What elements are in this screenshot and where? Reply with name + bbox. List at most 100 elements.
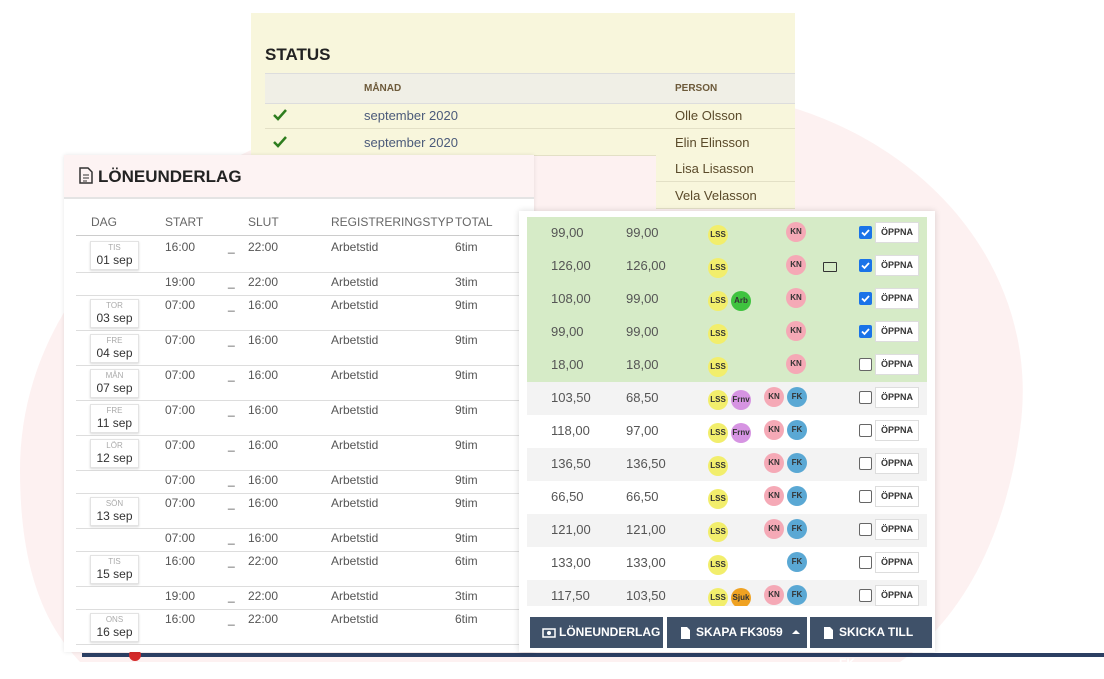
flag-chip: KN (786, 354, 806, 374)
amount: 66,50 (551, 489, 584, 504)
open-button[interactable]: ÖPPNA (875, 453, 919, 474)
weekday: TIS (108, 557, 121, 566)
start-time: 07:00 (165, 298, 196, 312)
amount: 118,00 (551, 423, 590, 438)
total: 3tim (455, 589, 478, 603)
day-badge: MÅN 07 sep (90, 369, 139, 398)
flag-chip: FK (787, 486, 807, 506)
open-button[interactable]: ÖPPNA (875, 552, 919, 573)
checkbox[interactable] (859, 490, 872, 503)
card-header: LÖNEUNDERLAG (64, 155, 534, 199)
person: Olle Olsson (675, 108, 743, 123)
check-icon (273, 136, 287, 148)
day-badge: FRE 04 sep (90, 334, 139, 363)
date: 15 sep (96, 567, 133, 581)
separator: _ (228, 496, 235, 510)
open-button[interactable]: ÖPPNA (875, 255, 919, 276)
registration-type: Arbetstid (331, 612, 379, 626)
checkbox[interactable] (859, 424, 872, 437)
button-label: LÖNEUNDERLAG (559, 625, 661, 639)
action-button[interactable]: SKICKA TILL FK (810, 617, 932, 670)
action-button[interactable]: LÖNEUNDERLAG (530, 617, 663, 648)
entry-row: 99,00 99,00 LSS KN ÖPPNA (527, 217, 927, 251)
entry-row: 117,50 103,50 LSS Sjuk KN FK ÖPPNA (527, 580, 927, 606)
checkbox[interactable] (859, 523, 872, 536)
start-time: 07:00 (165, 531, 196, 545)
checkbox[interactable] (859, 325, 872, 338)
flag-chip: KN (786, 255, 806, 275)
flag-chip: KN (786, 288, 806, 308)
open-button[interactable]: ÖPPNA (875, 321, 919, 342)
tag-chip: LSS (708, 225, 728, 245)
amount: 121,00 (626, 522, 666, 537)
status-title: STATUS (265, 45, 331, 64)
payroll-row: 07:00 _ 16:00 Arbetstid 9tim (76, 470, 534, 494)
start-time: 07:00 (165, 438, 196, 452)
total: 9tim (455, 333, 478, 347)
status-row: september 2020 Elin Elinsson (265, 129, 795, 156)
total: 6tim (455, 612, 478, 626)
flag-chip: KN (764, 519, 784, 539)
payroll-row: TOR 03 sep 07:00 _ 16:00 Arbetstid 9tim (76, 295, 534, 331)
registration-type: Arbetstid (331, 554, 379, 568)
separator: _ (228, 473, 235, 487)
person-row: Lisa Lisasson (656, 155, 795, 182)
tag-chip: LSS (708, 456, 728, 476)
column-header: PERSON (675, 83, 718, 94)
weekday: FRE (106, 406, 123, 415)
column-header: TOTAL (455, 215, 493, 229)
flag-chip: FK (787, 420, 807, 440)
amount: 136,50 (551, 456, 591, 471)
action-button[interactable]: SKAPA FK3059 (667, 617, 806, 648)
payroll-row: LÖR 12 sep 07:00 _ 16:00 Arbetstid 9tim (76, 435, 534, 471)
entry-row: 108,00 99,00 LSS Arb KN ÖPPNA (527, 283, 927, 317)
checkbox[interactable] (859, 457, 872, 470)
tag-chip: LSS (708, 522, 728, 542)
date: 13 sep (96, 509, 133, 523)
end-time: 22:00 (248, 554, 279, 568)
separator: _ (228, 403, 235, 417)
open-button[interactable]: ÖPPNA (875, 519, 919, 540)
amount: 133,00 (551, 555, 591, 570)
amount: 99,00 (551, 324, 584, 339)
separator: _ (228, 368, 235, 382)
entry-row: 133,00 133,00 LSS FK ÖPPNA (527, 547, 927, 581)
button-label: SKAPA FK3059 (696, 625, 783, 639)
flag-chip: KN (786, 321, 806, 341)
open-button[interactable]: ÖPPNA (875, 354, 919, 375)
entry-row: 118,00 97,00 LSS Frnv KN FK ÖPPNA (527, 415, 927, 449)
open-button[interactable]: ÖPPNA (875, 420, 919, 441)
column-header: REGISTRERINGSTYP (331, 215, 454, 229)
status-card: STATUS MÅNAD PERSON september 2020 Olle O… (251, 13, 795, 156)
flag-chip: FK (787, 453, 807, 473)
amount: 121,00 (551, 522, 591, 537)
start-time: 07:00 (165, 473, 196, 487)
tag-chip: Frnv (731, 390, 751, 410)
open-button[interactable]: ÖPPNA (875, 486, 919, 507)
open-button[interactable]: ÖPPNA (875, 585, 919, 606)
amount: 126,00 (626, 258, 666, 273)
open-button[interactable]: ÖPPNA (875, 387, 919, 408)
checkbox[interactable] (859, 292, 872, 305)
page: STATUS MÅNAD PERSON september 2020 Olle O… (20, 13, 1104, 670)
registration-type: Arbetstid (331, 496, 379, 510)
checkbox[interactable] (859, 358, 872, 371)
checkbox[interactable] (859, 556, 872, 569)
registration-type: Arbetstid (331, 589, 379, 603)
open-button[interactable]: ÖPPNA (875, 222, 919, 243)
payroll-row: TIS 01 sep 16:00 _ 22:00 Arbetstid 6tim (76, 237, 534, 273)
checkbox[interactable] (859, 226, 872, 239)
person: Vela Velasson (675, 188, 757, 203)
header-row: MÅNAD PERSON (265, 73, 795, 104)
tag-chip: LSS (708, 357, 728, 377)
checkbox[interactable] (859, 589, 872, 602)
checkbox[interactable] (859, 391, 872, 404)
header-line (76, 235, 534, 236)
registration-type: Arbetstid (331, 531, 379, 545)
checkbox[interactable] (859, 259, 872, 272)
dropdown-toggle[interactable] (785, 617, 807, 648)
open-button[interactable]: ÖPPNA (875, 288, 919, 309)
check-icon (273, 109, 287, 121)
amount: 103,50 (626, 588, 666, 603)
end-time: 22:00 (248, 240, 279, 254)
